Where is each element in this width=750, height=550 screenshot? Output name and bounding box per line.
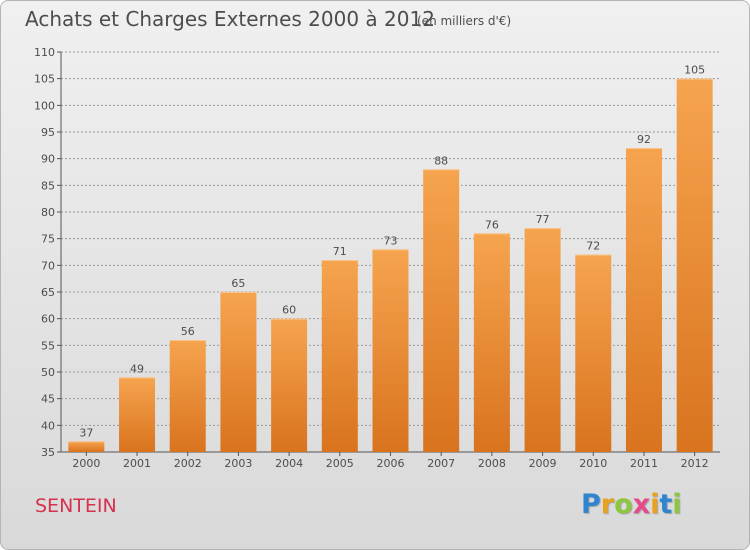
logo-letter: o bbox=[614, 489, 633, 520]
data-label: 92 bbox=[637, 133, 651, 146]
chart-subtitle: (en milliers d'€) bbox=[417, 14, 512, 28]
x-tick-label: 2006 bbox=[377, 457, 405, 470]
logo-letter: x bbox=[632, 489, 651, 520]
y-tick-label: 40 bbox=[41, 419, 55, 432]
data-label: 77 bbox=[536, 213, 550, 226]
y-tick-label: 105 bbox=[34, 73, 55, 86]
y-tick-label: 45 bbox=[41, 393, 55, 406]
y-tick-label: 110 bbox=[34, 46, 55, 59]
y-tick-label: 85 bbox=[41, 179, 55, 192]
data-labels: 37 49 56 65 60 71 73 88 76 77 72 92 105 bbox=[79, 64, 705, 440]
y-tick-label: 60 bbox=[41, 313, 55, 326]
x-tick-label: 2000 bbox=[72, 457, 100, 470]
commune-name: SENTEIN bbox=[35, 495, 117, 517]
bars bbox=[68, 78, 713, 453]
proxiti-logo: Proxiti bbox=[581, 489, 682, 520]
data-label: 88 bbox=[434, 154, 448, 167]
data-label: 37 bbox=[79, 426, 93, 439]
x-tick-label: 2002 bbox=[174, 457, 202, 470]
chart-title: Achats et Charges Externes 2000 à 2012 bbox=[25, 7, 435, 31]
bar bbox=[625, 148, 662, 452]
y-tick-label: 70 bbox=[41, 259, 55, 272]
x-tick-label: 2008 bbox=[478, 457, 506, 470]
bar bbox=[372, 249, 409, 452]
x-tick-label: 2004 bbox=[275, 457, 303, 470]
bar bbox=[169, 340, 206, 452]
y-tick-label: 75 bbox=[41, 233, 55, 246]
data-label: 71 bbox=[333, 245, 347, 258]
y-tick-label: 90 bbox=[41, 153, 55, 166]
logo-letter: r bbox=[600, 489, 615, 520]
bar bbox=[220, 292, 257, 452]
y-tick-label: 35 bbox=[41, 446, 55, 459]
logo-letter: i bbox=[672, 489, 682, 520]
x-tick-label: 2003 bbox=[224, 457, 252, 470]
logo-letter: P bbox=[581, 489, 601, 520]
y-tick-label: 100 bbox=[34, 99, 55, 112]
data-label: 60 bbox=[282, 304, 296, 317]
y-tick-label: 55 bbox=[41, 339, 55, 352]
data-label: 73 bbox=[384, 234, 398, 247]
bar bbox=[423, 169, 460, 453]
bar bbox=[524, 228, 561, 452]
y-tick-label: 65 bbox=[41, 286, 55, 299]
x-tick-label: 2009 bbox=[529, 457, 557, 470]
y-tick-label: 50 bbox=[41, 366, 55, 379]
bar bbox=[473, 233, 510, 452]
data-label: 105 bbox=[684, 64, 705, 77]
bar bbox=[321, 260, 358, 452]
bar bbox=[68, 441, 105, 452]
logo-letter: t bbox=[659, 489, 673, 520]
data-label: 72 bbox=[586, 240, 600, 253]
data-label: 49 bbox=[130, 362, 144, 375]
data-label: 76 bbox=[485, 218, 499, 231]
x-tick-label: 2012 bbox=[681, 457, 709, 470]
y-tick-label: 95 bbox=[41, 126, 55, 139]
y-tick-label: 80 bbox=[41, 206, 55, 219]
bar bbox=[676, 78, 713, 453]
logo-letter: i bbox=[650, 489, 660, 520]
bar bbox=[271, 318, 308, 452]
x-tick-label: 2011 bbox=[630, 457, 658, 470]
data-label: 56 bbox=[181, 325, 195, 338]
x-tick-label: 2005 bbox=[326, 457, 354, 470]
x-tick-label: 2010 bbox=[579, 457, 607, 470]
x-tick-label: 2007 bbox=[427, 457, 455, 470]
bar bbox=[119, 377, 156, 452]
data-label: 65 bbox=[231, 277, 245, 290]
x-tick-label: 2001 bbox=[123, 457, 151, 470]
bar bbox=[575, 254, 612, 452]
